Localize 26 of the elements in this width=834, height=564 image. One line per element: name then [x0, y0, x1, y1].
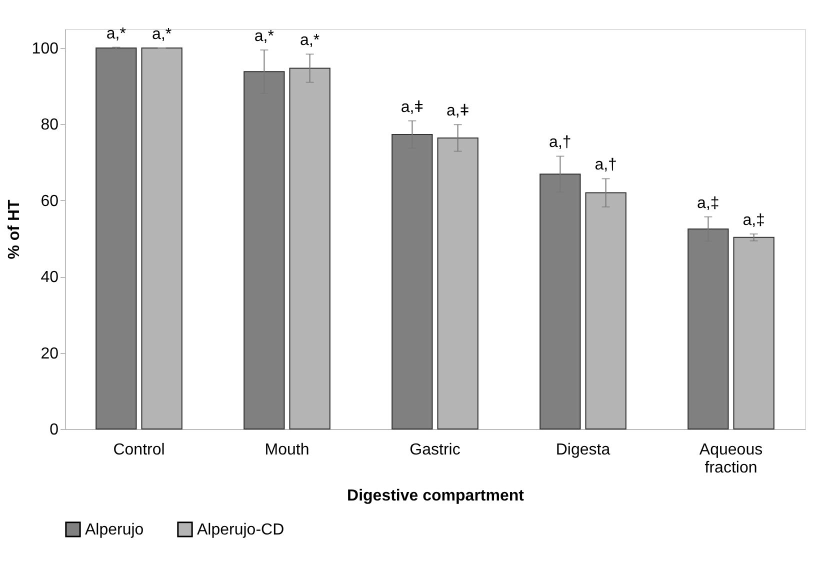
data-label: a,† [549, 134, 572, 152]
y-tick-label: 100 [32, 40, 59, 58]
x-tick-label: Mouth [264, 442, 310, 458]
data-label: a,ǂ [400, 98, 424, 116]
x-axis-title: Digestive compartment [347, 488, 525, 504]
x-tick-label: Digesta [556, 442, 610, 458]
x-tick-label: Control [113, 442, 165, 458]
data-label: a,† [594, 156, 617, 174]
data-label: a,ǂ [446, 102, 470, 120]
data-label: a,‡ [697, 194, 720, 212]
bar [96, 48, 137, 430]
y-axis-title: % of HT [6, 200, 23, 260]
y-tick-label: 40 [40, 269, 59, 286]
x-tick-label: Aqueous fraction [699, 442, 763, 476]
data-label: a,* [152, 26, 172, 44]
data-label: a,‡ [742, 212, 765, 229]
y-tick-label: 60 [40, 192, 59, 210]
data-label: a,* [254, 28, 274, 45]
x-tick-label: Gastric [410, 442, 460, 458]
y-tick-label: 0 [50, 422, 59, 438]
legend-label: Alperujo-CD [197, 521, 284, 538]
y-tick-label: 20 [40, 345, 59, 362]
data-label: a,* [300, 32, 320, 50]
y-tick-label: 80 [40, 116, 59, 134]
data-label: a,* [106, 25, 126, 42]
legend-label: Alperujo [85, 521, 144, 538]
